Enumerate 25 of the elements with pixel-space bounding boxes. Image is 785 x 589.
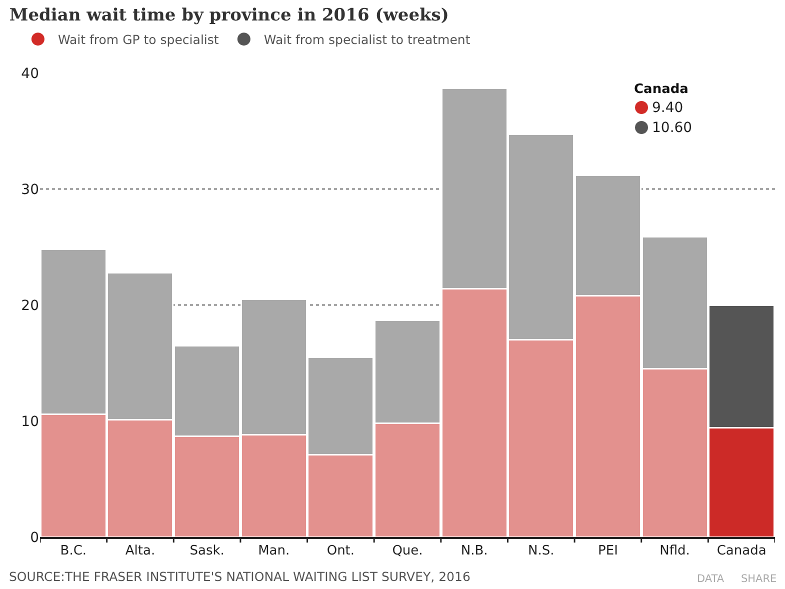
y-tick-label: 40: [21, 66, 39, 82]
text: SHARE: [741, 573, 777, 585]
y-tick-label: 30: [21, 182, 39, 198]
legend-label: Wait from GP to specialist: [58, 32, 219, 47]
chart-title: Median wait time by province in 2016 (weeks): [9, 6, 449, 26]
source-note: SOURCE:THE FRASER INSTITUTE'S NATIONAL WAITING LIST SURVEY, 2016: [9, 569, 470, 584]
y-tick-label: 0: [30, 530, 39, 546]
x-tick-label: Canada: [716, 543, 766, 558]
x-tick-label: Nfld.: [660, 543, 690, 558]
annotation: 10.60: [652, 120, 692, 136]
text: DATA: [697, 573, 725, 585]
y-tick-label: 10: [21, 414, 39, 430]
annotation: 9.40: [652, 100, 684, 116]
annotation: Canada: [634, 82, 688, 97]
legend-label: Wait from specialist to treatment: [264, 32, 470, 47]
x-tick-label: Sask.: [190, 543, 224, 558]
x-tick-label: N.S.: [528, 543, 554, 558]
x-tick-label: Man.: [258, 543, 290, 558]
y-tick-label: 20: [21, 298, 39, 314]
x-tick-label: B.C.: [60, 543, 87, 558]
x-tick-label: N.B.: [460, 543, 488, 558]
x-tick-label: Alta.: [125, 543, 156, 558]
x-tick-label: Ont.: [326, 543, 355, 558]
x-tick-label: PEI: [598, 543, 618, 558]
x-tick-label: Que.: [392, 543, 423, 558]
